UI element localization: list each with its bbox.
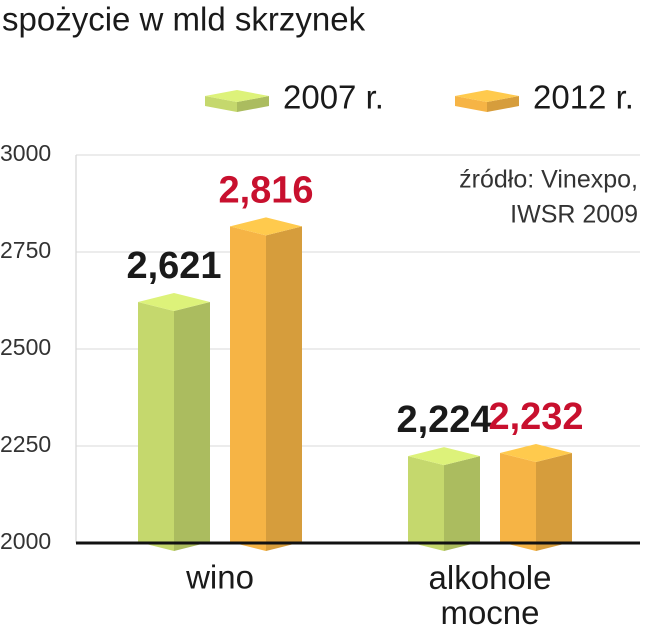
bar-front: [500, 452, 536, 551]
y-tick-label: 2500: [0, 334, 51, 360]
y-tick-label: 2000: [0, 528, 51, 554]
bar: [230, 217, 302, 551]
legend-swatch: [205, 96, 237, 112]
legend-label: 2012 r.: [533, 79, 634, 116]
bar: [408, 447, 480, 551]
chart-title: spożycie w mld skrzynek: [2, 1, 366, 38]
bar-top: [408, 447, 480, 466]
bar-side: [174, 302, 210, 551]
bar-top: [138, 293, 210, 312]
legend-swatch: [487, 96, 519, 112]
x-tick-label: alkohole mocne: [429, 559, 552, 631]
legend-swatch: [205, 90, 269, 102]
legend-swatch: [237, 96, 269, 112]
y-tick-label: 2250: [0, 431, 51, 457]
value-label: 2,816: [218, 169, 313, 211]
bar-front: [408, 456, 444, 551]
legend-swatch: [455, 96, 487, 112]
y-tick-label: 2750: [0, 237, 51, 263]
bar-front: [230, 226, 266, 551]
legend-item: 2007 r.: [205, 79, 384, 116]
bar-top: [500, 443, 572, 462]
value-label: 2,232: [488, 396, 583, 438]
bar-front: [138, 302, 174, 551]
source-note: źródło: Vinexpo,: [459, 166, 638, 194]
x-tick-label: wino: [185, 559, 254, 596]
bar-top: [230, 217, 302, 236]
bar: [138, 293, 210, 551]
bar: [500, 443, 572, 551]
bar-side: [536, 452, 572, 551]
value-label: 2,621: [126, 245, 221, 287]
y-tick-label: 3000: [0, 140, 51, 166]
legend-item: 2012 r.: [455, 79, 634, 116]
bar-side: [266, 226, 302, 551]
legend-swatch: [455, 90, 519, 102]
value-label: 2,224: [396, 399, 491, 441]
bar-side: [444, 456, 480, 551]
source-note: IWSR 2009: [510, 201, 638, 229]
legend-label: 2007 r.: [283, 79, 384, 116]
